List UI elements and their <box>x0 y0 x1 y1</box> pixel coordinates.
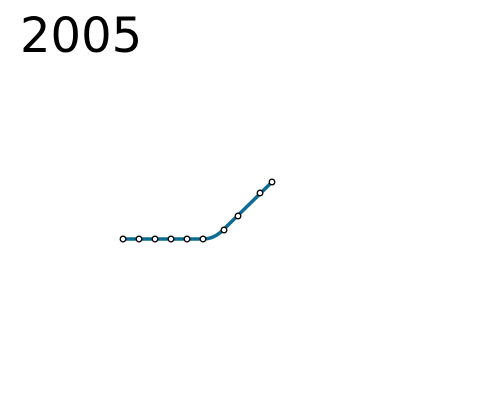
transit-line <box>121 180 274 241</box>
station-marker <box>119 235 127 243</box>
station-marker <box>199 235 207 243</box>
station-marker <box>234 212 242 220</box>
year-title: 2005 <box>20 8 143 64</box>
station-marker <box>268 178 276 186</box>
station-marker <box>135 235 143 243</box>
station-marker <box>256 189 264 197</box>
station-marker <box>167 235 175 243</box>
route-line <box>121 180 274 241</box>
stations <box>119 178 276 243</box>
station-marker <box>151 235 159 243</box>
station-marker <box>183 235 191 243</box>
station-marker <box>220 226 228 234</box>
